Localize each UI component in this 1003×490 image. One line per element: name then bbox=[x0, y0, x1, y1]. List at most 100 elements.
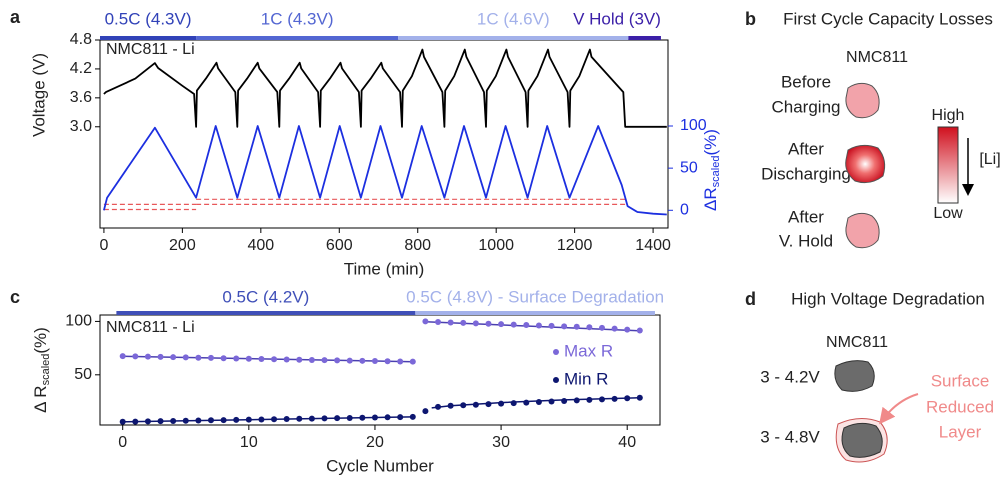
data-point bbox=[207, 417, 214, 424]
data-point bbox=[296, 356, 303, 363]
data-point bbox=[498, 400, 505, 407]
particle bbox=[841, 422, 883, 458]
data-point bbox=[132, 418, 139, 425]
x-tick-label: 40 bbox=[618, 434, 636, 451]
x-tick-label: 30 bbox=[492, 434, 510, 451]
data-point bbox=[182, 354, 189, 361]
diagram-title: High Voltage Degradation bbox=[791, 289, 985, 308]
data-point bbox=[132, 353, 139, 360]
phase-label: 1C (4.6V) bbox=[477, 9, 550, 28]
data-point bbox=[308, 356, 315, 363]
annotation: NMC811 - Li bbox=[106, 319, 195, 336]
data-point bbox=[346, 357, 353, 364]
particle bbox=[845, 212, 880, 249]
data-point bbox=[144, 353, 151, 360]
legend-label: Min R bbox=[564, 369, 608, 388]
data-point bbox=[485, 320, 492, 327]
data-point bbox=[598, 324, 605, 331]
data-point bbox=[157, 353, 164, 360]
legend-marker bbox=[553, 377, 559, 383]
data-point bbox=[586, 396, 593, 403]
state-label: Charging bbox=[772, 97, 841, 116]
data-point bbox=[636, 394, 643, 401]
data-point bbox=[611, 395, 618, 402]
data-point bbox=[384, 414, 391, 421]
data-point bbox=[233, 416, 240, 423]
data-point bbox=[283, 416, 290, 423]
x-axis-label: Cycle Number bbox=[326, 456, 434, 475]
data-point bbox=[119, 418, 126, 425]
x-tick-label: 0 bbox=[99, 237, 108, 254]
data-point bbox=[157, 418, 164, 425]
y2-tick-label: 100 bbox=[680, 117, 707, 134]
y2-tick-label: 0 bbox=[680, 202, 689, 219]
particle bbox=[845, 144, 886, 184]
data-point bbox=[397, 414, 404, 421]
y-tick-label: 3.6 bbox=[70, 89, 92, 106]
scale-label: High bbox=[932, 107, 965, 124]
sample-label: NMC811 bbox=[826, 334, 888, 351]
data-point bbox=[170, 417, 177, 424]
data-point bbox=[460, 402, 467, 409]
phase-band bbox=[628, 36, 661, 40]
data-point bbox=[245, 416, 252, 423]
fit-line bbox=[425, 321, 640, 332]
data-point bbox=[283, 356, 290, 363]
diagram-title: First Cycle Capacity Losses bbox=[783, 9, 993, 28]
panel-label: c bbox=[10, 287, 20, 307]
data-point bbox=[498, 321, 505, 328]
data-point bbox=[170, 354, 177, 361]
data-point bbox=[598, 396, 605, 403]
data-point bbox=[460, 319, 467, 326]
data-point bbox=[422, 408, 429, 415]
data-point bbox=[523, 399, 530, 406]
x-tick-label: 1200 bbox=[557, 237, 593, 254]
data-point bbox=[296, 415, 303, 422]
data-line bbox=[103, 48, 667, 128]
scale-quantity: [Li] bbox=[979, 151, 1000, 168]
fit-line bbox=[122, 355, 413, 363]
condition-label: 3 - 4.2V bbox=[760, 367, 820, 386]
panel-label: b bbox=[745, 9, 756, 29]
y2-tick-label: 50 bbox=[680, 159, 698, 176]
data-point bbox=[510, 321, 517, 328]
callout: Surface bbox=[931, 371, 990, 390]
phase-band bbox=[196, 36, 399, 40]
data-point bbox=[321, 415, 328, 422]
data-point bbox=[182, 417, 189, 424]
label-sub: scaled bbox=[710, 156, 722, 188]
label-main: ΔR bbox=[701, 187, 720, 211]
data-point bbox=[371, 358, 378, 365]
callout: Layer bbox=[939, 422, 982, 441]
y-tick-label: 3.0 bbox=[70, 118, 92, 135]
data-point bbox=[472, 401, 479, 408]
x-tick-label: 800 bbox=[404, 237, 431, 254]
arrow bbox=[879, 393, 919, 425]
data-point bbox=[573, 397, 580, 404]
phase-band bbox=[398, 36, 629, 40]
x-tick-label: 200 bbox=[169, 237, 196, 254]
data-point bbox=[548, 398, 555, 405]
data-point bbox=[409, 413, 416, 420]
particle bbox=[845, 82, 880, 119]
data-point bbox=[359, 414, 366, 421]
y-tick-label: 4.8 bbox=[70, 31, 92, 48]
legend-label: Max R bbox=[564, 341, 613, 360]
data-point bbox=[422, 318, 429, 325]
data-point bbox=[573, 323, 580, 330]
data-point bbox=[435, 318, 442, 325]
data-point bbox=[258, 356, 265, 362]
data-point bbox=[321, 357, 328, 364]
x-axis-label: Time (min) bbox=[344, 259, 425, 278]
data-point bbox=[334, 357, 341, 364]
annotation: NMC811 - Li bbox=[106, 41, 195, 58]
state-label: After bbox=[788, 139, 824, 158]
data-point bbox=[371, 414, 378, 421]
y-tick-label: 4.2 bbox=[70, 60, 92, 77]
data-point bbox=[485, 401, 492, 408]
x-tick-label: 10 bbox=[240, 434, 258, 451]
axis-label: ΔRscaled(%) bbox=[701, 129, 721, 211]
y-tick-label: 100 bbox=[65, 313, 92, 330]
phase-label: 0.5C (4.8V) - Surface Degradation bbox=[406, 287, 664, 306]
data-point bbox=[409, 358, 416, 365]
